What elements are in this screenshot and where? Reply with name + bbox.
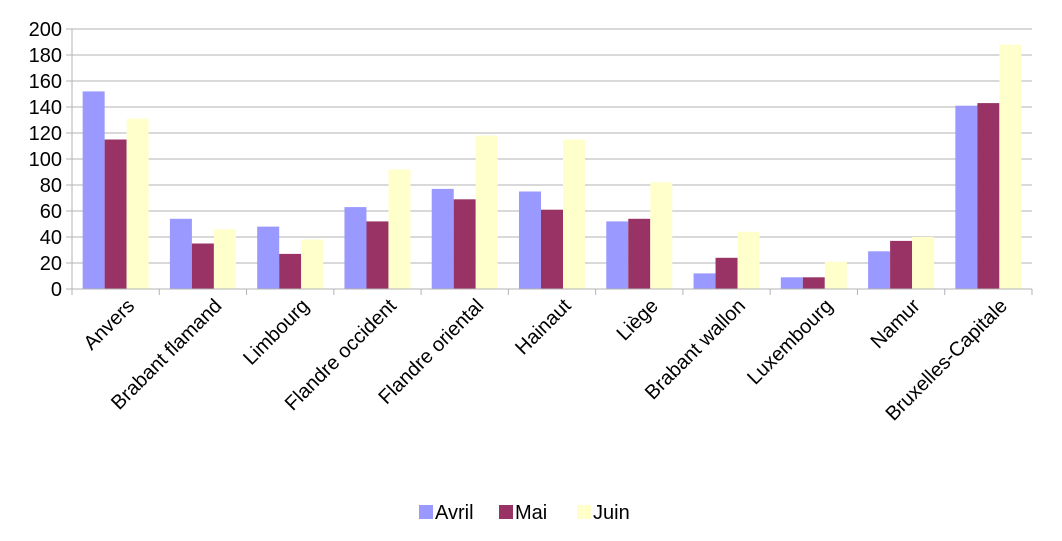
x-category-label: Liège <box>613 295 663 345</box>
legend-label-avril: Avril <box>435 502 474 524</box>
y-tick-label: 80 <box>40 175 62 197</box>
legend: Avril Mai Juin <box>419 502 630 524</box>
bar-juin-7 <box>737 231 760 289</box>
y-tick-label: 0 <box>51 279 62 301</box>
bar-mai-10 <box>977 103 1000 289</box>
x-category-label: Namur <box>867 295 925 353</box>
legend-label-mai: Mai <box>515 502 547 524</box>
bar-juin-8 <box>824 261 847 289</box>
bar-juin-0 <box>126 118 149 289</box>
bar-juin-6 <box>650 182 673 289</box>
bar-mai-8 <box>802 277 825 289</box>
y-tick-label: 20 <box>40 253 62 275</box>
bar-juin-2 <box>301 239 324 289</box>
x-category-label: Hainaut <box>511 295 576 360</box>
legend-swatch-mai <box>499 505 513 519</box>
bar-avril-9 <box>868 251 891 289</box>
bar-mai-6 <box>628 218 651 289</box>
bar-mai-4 <box>453 199 476 289</box>
y-tick-label: 100 <box>29 149 62 171</box>
bar-mai-7 <box>715 257 738 289</box>
y-tick-label: 140 <box>29 97 62 119</box>
y-tick-label: 180 <box>29 45 62 67</box>
bar-mai-9 <box>890 240 913 289</box>
bar-mai-0 <box>104 139 127 289</box>
y-tick-label: 160 <box>29 71 62 93</box>
x-category-label: Anvers <box>80 295 140 355</box>
legend-swatch-avril <box>419 505 433 519</box>
y-axis-ticks: 0 20 40 60 80 100 120 140 160 180 200 <box>29 19 72 301</box>
bar-mai-5 <box>541 209 563 289</box>
bar-mai-3 <box>366 221 389 289</box>
bar-avril-8 <box>780 277 803 289</box>
y-tick-label: 120 <box>29 123 62 145</box>
bar-avril-1 <box>169 218 192 289</box>
bar-avril-10 <box>955 105 978 289</box>
legend-swatch-juin <box>577 505 591 519</box>
bar-mai-1 <box>191 243 214 289</box>
y-tick-label: 60 <box>40 201 62 223</box>
bar-avril-2 <box>257 226 280 289</box>
bar-mai-2 <box>279 253 302 289</box>
bar-juin-3 <box>388 169 411 289</box>
bar-juin-5 <box>563 139 585 289</box>
bars <box>82 44 1022 290</box>
bar-avril-6 <box>606 221 629 289</box>
x-category-label: Luxembourg <box>743 295 837 389</box>
bar-avril-5 <box>519 191 541 289</box>
bar-avril-4 <box>431 188 454 289</box>
y-tick-label: 40 <box>40 227 62 249</box>
bar-avril-7 <box>693 273 716 289</box>
bar-juin-4 <box>475 135 498 289</box>
legend-label-juin: Juin <box>593 502 630 524</box>
x-category-label: Limbourg <box>239 295 314 370</box>
y-tick-label: 200 <box>29 19 62 41</box>
bar-juin-1 <box>213 229 236 289</box>
bar-avril-3 <box>344 207 367 289</box>
bar-avril-0 <box>82 91 105 290</box>
bar-juin-9 <box>912 237 935 289</box>
bar-juin-10 <box>999 44 1022 289</box>
